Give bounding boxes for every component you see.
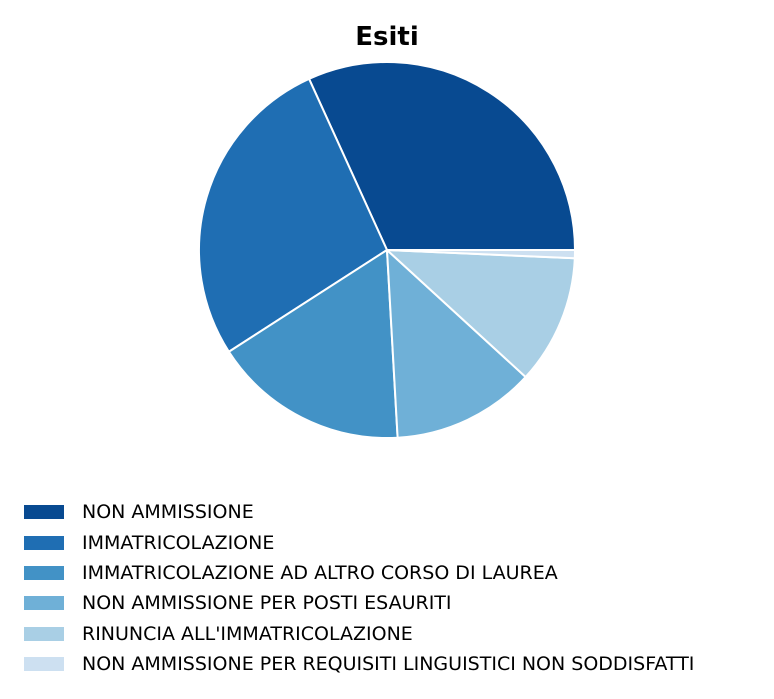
chart-title: Esiti [355,22,419,52]
legend-swatch [24,657,64,672]
legend-item: NON AMMISSIONE PER REQUISITI LINGUISTICI… [24,649,694,679]
legend-label: NON AMMISSIONE [82,501,254,524]
legend-swatch [24,596,64,611]
pie-slice-2 [198,77,388,353]
pie-slice-5 [386,249,576,378]
pie-slice-4 [386,249,527,439]
pie-slice-6 [386,249,577,260]
legend: NON AMMISSIONE IMMATRICOLAZIONE IMMATRICOL… [24,497,694,679]
legend-label: NON AMMISSIONE PER REQUISITI LINGUISTICI… [82,653,695,676]
legend-swatch [24,505,64,520]
legend-label: IMMATRICOLAZIONE AD ALTRO CORSO DI LAURE… [82,561,558,584]
legend-item: IMMATRICOLAZIONE [24,527,694,557]
legend-item: NON AMMISSIONE PER POSTI ESAURITI [24,588,694,618]
legend-item: NON AMMISSIONE [24,497,694,527]
legend-swatch [24,626,64,641]
legend-item: RINUNCIA ALL'IMMATRICOLAZIONE [24,619,694,649]
pie-slice-3 [227,249,399,440]
legend-label: IMMATRICOLAZIONE [82,531,275,554]
legend-swatch [24,565,64,580]
legend-label: NON AMMISSIONE PER POSTI ESAURITI [82,592,452,615]
legend-label: RINUNCIA ALL'IMMATRICOLAZIONE [82,622,413,645]
pie-chart [198,61,577,440]
pie-slice-1 [308,61,576,251]
legend-item: IMMATRICOLAZIONE AD ALTRO CORSO DI LAURE… [24,558,694,588]
legend-swatch [24,535,64,550]
